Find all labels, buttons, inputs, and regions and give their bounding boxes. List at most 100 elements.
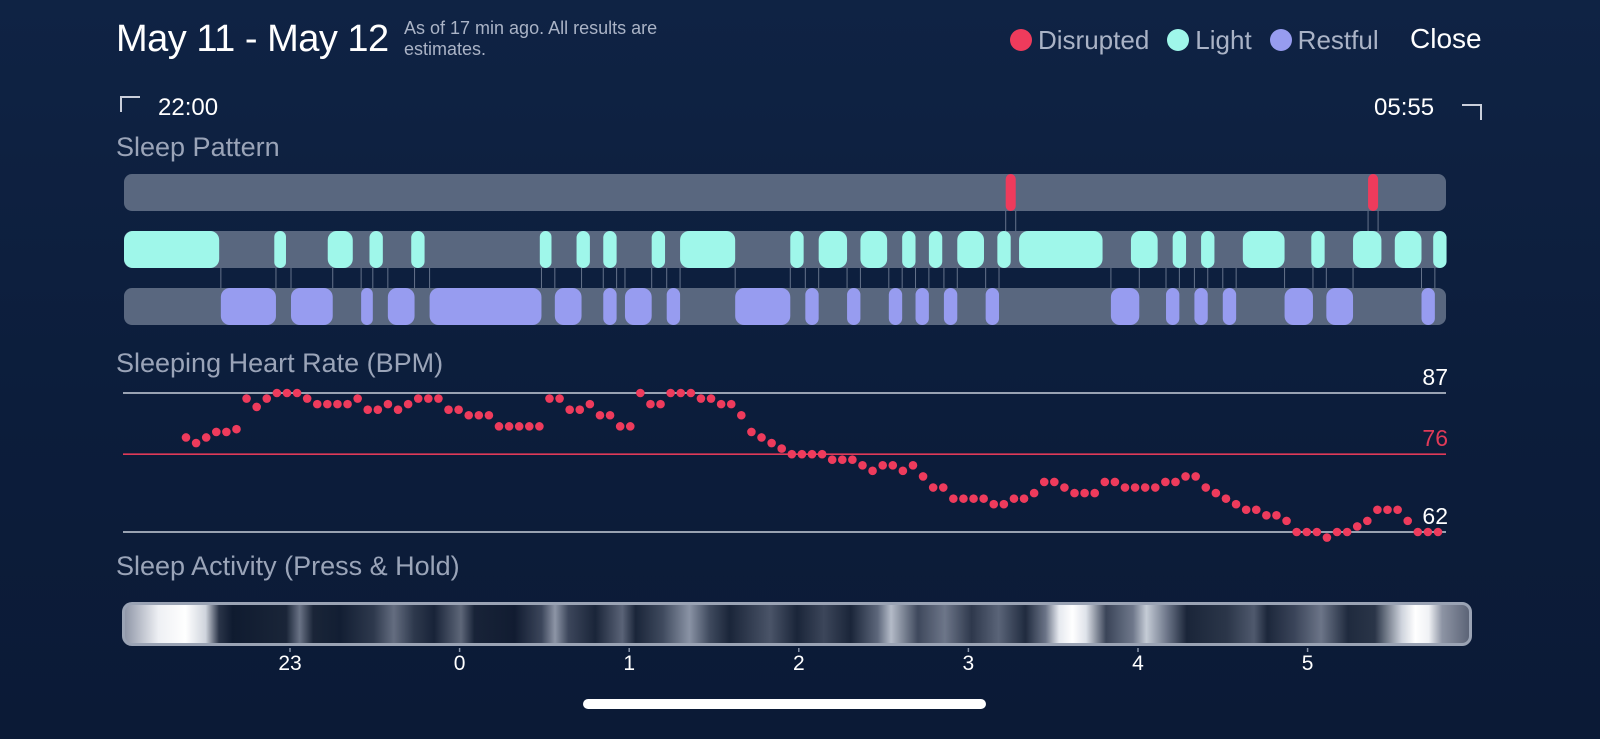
hr-point [979,494,988,503]
segment-restful [805,288,818,325]
hr-point [717,400,726,409]
legend-swatch-restful [1270,29,1292,51]
hr-point [1090,489,1099,498]
segment-light [929,231,942,268]
segment-light [1019,231,1102,268]
page-title: May 11 - May 12 [116,18,389,61]
segment-restful [735,288,790,325]
hr-point [232,425,241,434]
legend-label-disrupted: Disrupted [1038,25,1149,56]
hr-point [515,422,524,431]
segment-restful [388,288,415,325]
sleep-activity-heatmap[interactable] [122,602,1472,646]
hr-point [1070,489,1079,498]
hr-point [626,422,635,431]
hr-point [788,450,797,459]
segment-restful [889,288,902,325]
hr-point [1302,528,1311,537]
legend-label-light: Light [1195,25,1251,56]
segment-restful [1422,288,1435,325]
hr-point [475,411,484,420]
segment-restful [625,288,652,325]
segment-restful [1194,288,1207,325]
segment-restful [1111,288,1139,325]
segment-light [124,231,219,268]
hr-point [929,483,938,492]
hr-point [868,467,877,476]
hr-point [1201,483,1210,492]
hr-point [1212,489,1221,498]
hr-point [404,400,413,409]
hr-point [1010,494,1019,503]
hr-point [666,389,675,398]
segment-light [790,231,803,268]
hr-point [414,394,423,403]
segment-light [860,231,887,268]
segment-restful [361,288,373,325]
hr-point [394,405,403,414]
segment-light [1311,231,1324,268]
hr-point [1373,505,1382,514]
hr-point [1141,483,1150,492]
hr-point [737,411,746,420]
hr-point [313,400,322,409]
hr-point [767,439,776,448]
hr-point [1222,494,1231,503]
segment-restful [291,288,333,325]
segment-restful [1223,288,1236,325]
hr-point [1333,528,1342,537]
hr-point [1353,522,1362,531]
segment-light [369,231,382,268]
segment-light [997,231,1010,268]
segment-light [1353,231,1381,268]
close-button[interactable]: Close [1410,23,1482,55]
hr-point [242,394,251,403]
segment-light [1173,231,1186,268]
hr-point [636,389,645,398]
hr-point [1111,478,1120,487]
legend-item-restful: Restful [1270,25,1379,56]
hr-point [828,455,837,464]
hr-point [596,411,605,420]
hr-point [798,450,807,459]
segment-light [652,231,665,268]
hr-point [1151,483,1160,492]
hr-point [505,422,514,431]
heart-rate-chart: 877662 [120,365,1460,545]
segment-restful [1285,288,1313,325]
hr-point [1040,478,1049,487]
hr-point [848,455,857,464]
activity-tick-label: 1 [623,652,635,675]
segment-light [328,231,353,268]
hr-point [1292,528,1301,537]
hr-point [969,494,978,503]
hr-point [818,450,827,459]
hr-point [1424,528,1433,537]
hr-point [687,389,696,398]
hr-point [283,389,292,398]
segment-light [957,231,984,268]
hr-point [1171,478,1180,487]
hr-point [384,400,393,409]
segment-light [819,231,847,268]
legend-item-light: Light [1167,25,1251,56]
hr-point [555,394,564,403]
hr-point [192,439,201,448]
home-indicator[interactable] [583,699,986,709]
hr-point [424,394,433,403]
legend-item-disrupted: Disrupted [1010,25,1149,56]
hr-point [727,400,736,409]
segment-restful [603,288,616,325]
hr-point [959,494,968,503]
hr-point [222,428,231,437]
hr-point [374,405,383,414]
hr-point [1343,528,1352,537]
hr-point [252,403,261,412]
hr-point [182,433,191,442]
segment-light [274,231,286,268]
segment-light [577,231,590,268]
range-start-bracket-icon [120,96,140,112]
hr-point [1232,500,1241,509]
hr-point [1121,483,1130,492]
legend-swatch-disrupted [1010,29,1032,51]
